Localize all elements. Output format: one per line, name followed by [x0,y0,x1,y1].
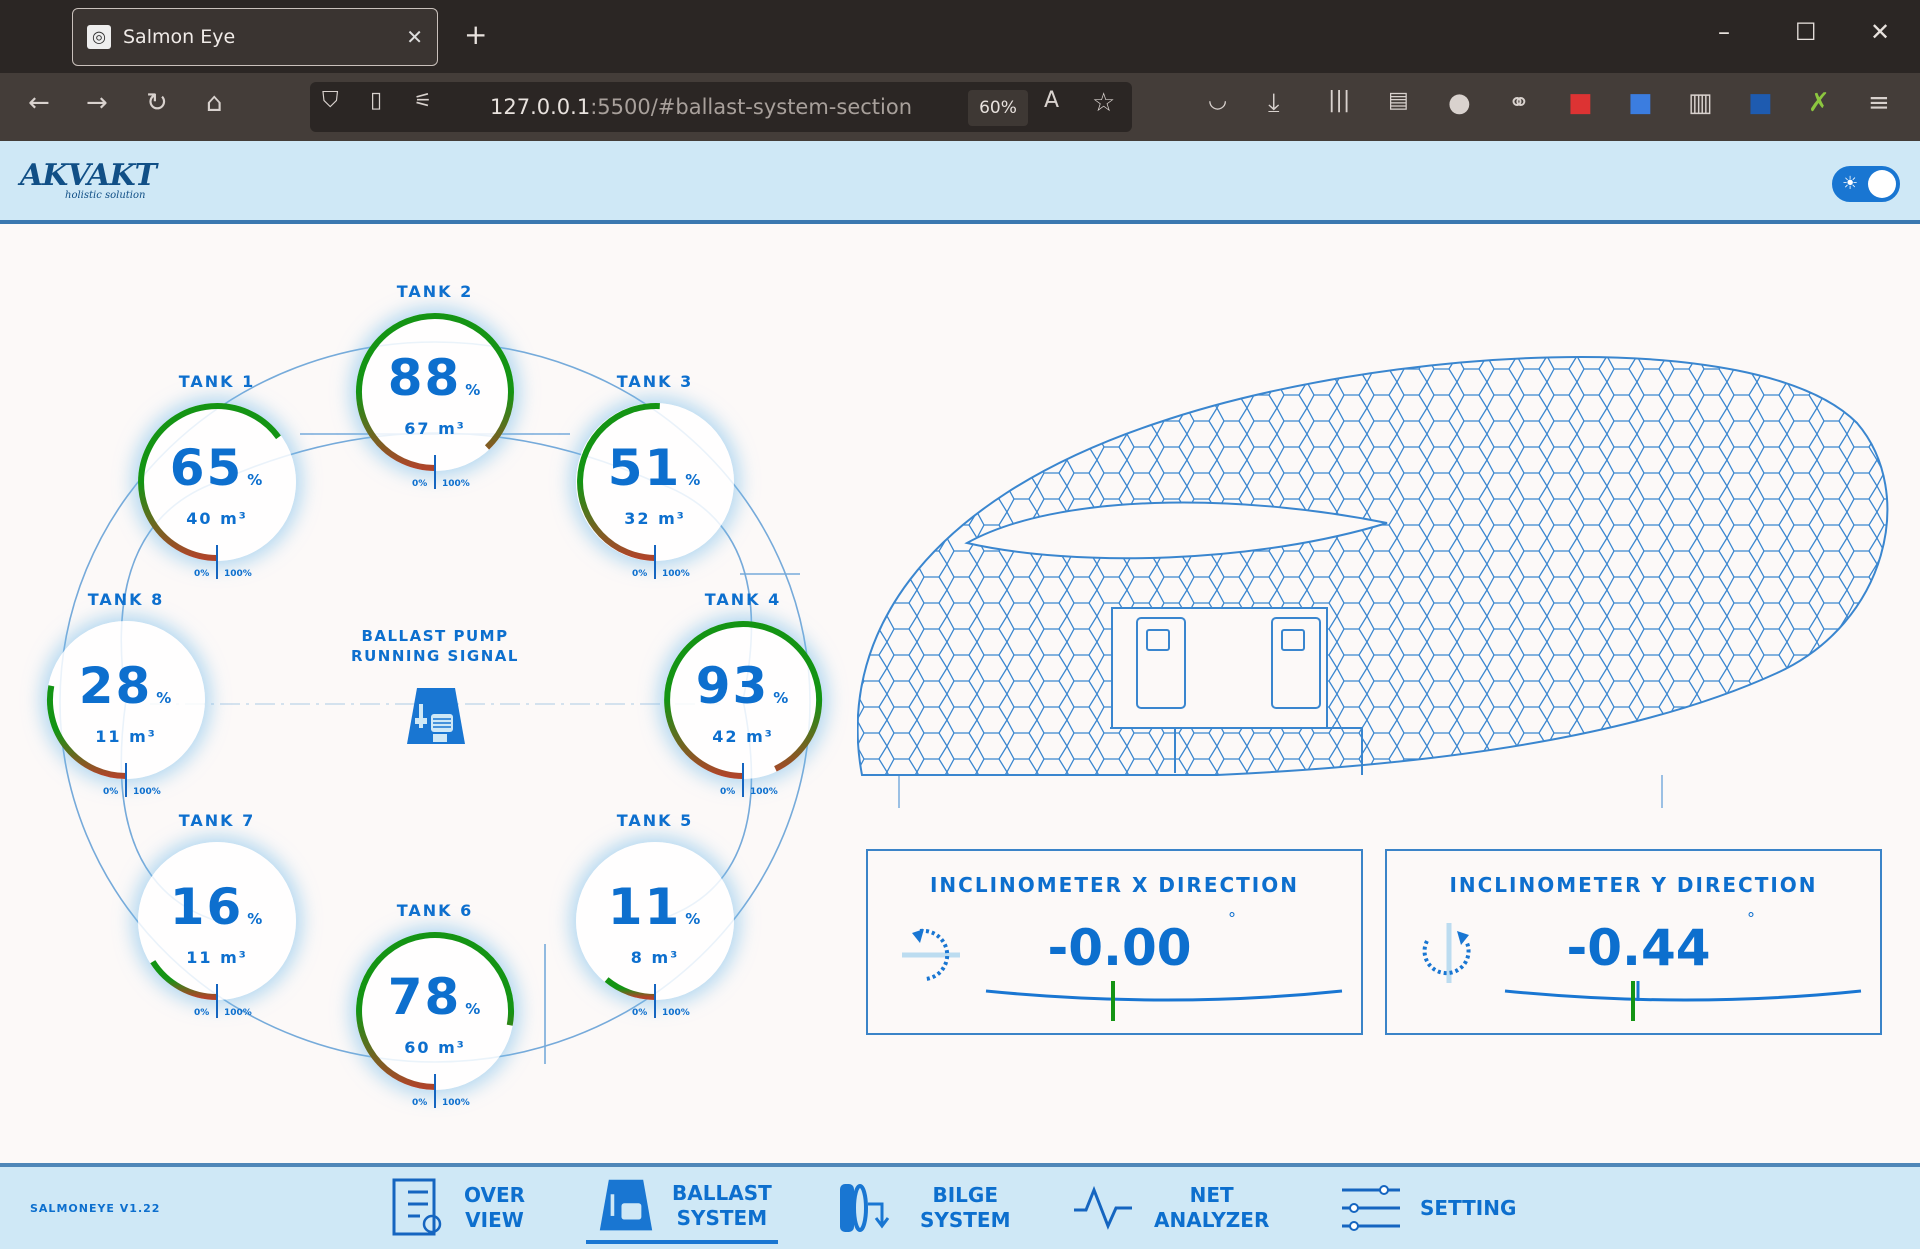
inclinometer-title: INCLINOMETER Y DIRECTION [1449,873,1818,897]
close-tab-icon[interactable]: ✕ [406,25,423,49]
fence-extension-icon[interactable]: ▥ [1688,88,1713,118]
rotation-x-icon [902,928,960,981]
tank-level-arc [604,977,656,1000]
tank-gauge[interactable]: 11% 8 m³ 0% 100% [570,836,740,1018]
tank-volume: 60 m³ [404,1038,466,1057]
tank-gauge[interactable]: 88% 67 m³ 0% 100% [350,307,520,489]
reload-icon[interactable]: ↻ [146,88,168,118]
tank-gauge[interactable]: 28% 11 m³ 0% 100% [41,615,211,797]
new-tab-button[interactable]: + [464,18,488,51]
tank-label: TANK 4 [704,590,782,609]
page-icon[interactable]: ▯ [370,88,383,113]
tank-volume: 11 m³ [95,727,157,746]
favicon-icon: ◎ [87,25,111,49]
pump-signal-label: BALLAST PUMP RUNNING SIGNAL [351,627,519,665]
tank-label: TANK 3 [616,372,694,391]
tank-volume: 8 m³ [630,948,680,967]
tank-level-arc [356,313,514,471]
nav-bilge-system[interactable]: BILGE SYSTEM [838,1172,1011,1244]
tank-volume: 42 m³ [712,727,774,746]
bottom-nav-bar [0,1163,1920,1249]
waveform-icon [1074,1186,1132,1230]
forward-icon[interactable]: → [86,88,108,118]
tank-volume: 11 m³ [186,948,248,967]
pocket-icon[interactable]: ◡ [1208,88,1228,113]
tank-level-arc [356,932,515,1090]
shield-icon[interactable]: ⛉ [322,88,339,113]
home-icon[interactable]: ⌂ [206,88,223,118]
sun-icon: ☀ [1842,173,1859,194]
extension-icon[interactable]: ⚭ [1508,88,1530,118]
tank-gauge[interactable]: 16% 11 m³ 0% 100% [132,836,302,1018]
tank-gauge[interactable]: 51% 32 m³ 0% 100% [570,397,740,579]
tank-percent: 93% [695,657,791,715]
akvakt-logo: AKVAKT holistic solution [20,158,157,201]
tank-label: TANK 8 [87,590,165,609]
translate-icon[interactable]: A [1044,88,1060,113]
tank-label: TANK 5 [616,811,694,830]
tank-percent: 78% [387,968,483,1026]
ballast-pump-icon[interactable] [405,686,467,748]
bookmark-star-icon[interactable]: ☆ [1092,88,1116,118]
tank-percent: 51% [607,439,703,497]
tank-label: TANK 2 [396,282,474,301]
library-icon[interactable]: ||| [1328,88,1351,113]
salmon-eye-dome-illustration [857,356,1889,808]
sliders-icon [1342,1185,1400,1231]
permissions-icon[interactable]: ⚟ [414,88,432,112]
tank-gauge[interactable]: 65% 40 m³ 0% 100% [132,397,302,579]
tank-level-arc [138,403,281,561]
nav-ballast-system[interactable]: BALLAST SYSTEM [586,1172,778,1244]
inclinometer-title: INCLINOMETER X DIRECTION [929,873,1299,897]
tank-label: TANK 1 [178,372,256,391]
tank-percent: 88% [387,349,483,407]
tab-title: Salmon Eye [123,26,236,48]
tank-percent: 16% [169,878,265,936]
news-extension-icon[interactable]: ■ [1568,88,1593,118]
tank-volume: 67 m³ [404,419,466,438]
minimize-button[interactable]: – [1718,18,1730,46]
x-extension-icon[interactable]: ✗ [1808,88,1830,118]
theme-toggle[interactable]: ☀ [1832,166,1900,202]
tank-percent: 11% [607,878,703,936]
browser-tab[interactable]: ◎ Salmon Eye ✕ [72,8,438,66]
sidebar-icon[interactable]: ▤ [1388,88,1409,113]
grammarly-icon[interactable]: ● [1448,88,1471,118]
inclinometer-level-bar [1422,923,1862,1021]
inclinometer-value: -0.44 [1566,919,1711,977]
tank-level-arc [46,685,127,779]
tank-gauge[interactable]: 78% 60 m³ 0% 100% [350,926,520,1108]
back-icon[interactable]: ← [28,88,50,118]
ballast-pump-nav-icon [599,1179,653,1231]
download-icon[interactable]: ⤓ [1268,88,1280,118]
tank-level-arc [664,621,823,779]
chart-extension-icon[interactable]: ■ [1748,88,1773,118]
tank-percent: 65% [169,439,265,497]
version-label: SALMONEYE V1.22 [30,1202,161,1215]
tank-gauge[interactable]: 93% 42 m³ 0% 100% [658,615,828,797]
checklist-icon [392,1178,442,1236]
nav-overview[interactable]: OVER VIEW [392,1172,525,1244]
rotation-y-icon [1422,923,1471,983]
tank-label: TANK 6 [396,901,474,920]
inclinometer-level-bar [902,928,1343,1021]
zoom-level[interactable]: 60% [968,90,1028,126]
inclinometer-y-panel: INCLINOMETER Y DIRECTION -0.44 ° [1385,849,1882,1035]
tank-label: TANK 7 [178,811,256,830]
maximize-button[interactable]: ☐ [1795,18,1817,46]
inclinometer-value: -0.00 [1047,919,1192,977]
tank-level-arc [150,960,218,1000]
tank-percent: 28% [78,657,174,715]
app-header [0,141,1920,224]
bilge-icon [840,1184,890,1232]
tank-volume: 40 m³ [186,509,248,528]
tank-level-arc [577,403,660,561]
close-window-button[interactable]: ✕ [1870,18,1891,46]
translate-extension-icon[interactable]: ■ [1628,88,1653,118]
menu-icon[interactable]: ≡ [1868,88,1890,118]
nav-net-analyzer[interactable]: NET ANALYZER [1072,1172,1269,1244]
nav-setting[interactable]: SETTING [1340,1172,1516,1244]
tank-volume: 32 m³ [624,509,686,528]
inclinometer-x-panel: INCLINOMETER X DIRECTION -0.00 ° [866,849,1363,1035]
